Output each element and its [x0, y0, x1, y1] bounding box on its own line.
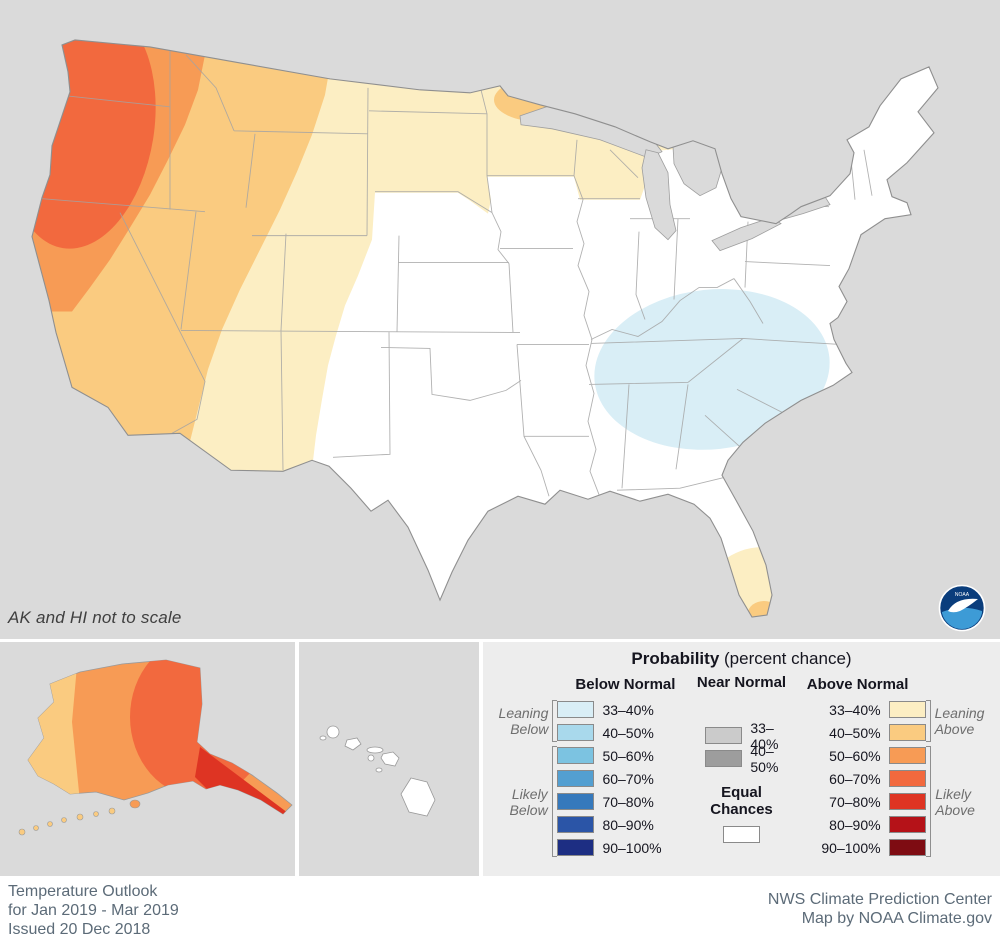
leaning-below-group: Leaning Below: [486, 698, 558, 744]
legend-swatch: [888, 701, 926, 718]
legend-swatch: [888, 816, 926, 833]
legend-row: 80–90%: [790, 813, 926, 836]
legend-swatch: [888, 770, 926, 787]
island-maui: [380, 751, 400, 767]
leaning-above-bracket: [925, 700, 931, 742]
legend-row: 40–50%: [693, 743, 789, 775]
footer-issued-line: Issued 20 Dec 2018: [8, 921, 151, 938]
island-molokai: [366, 746, 384, 754]
near-normal-rows: 33–40% 40–50%: [693, 720, 789, 775]
equal-chances-header: Equal Chances: [710, 784, 773, 818]
leaning-above-label: Leaning Above: [934, 705, 985, 737]
legend-row: 60–70%: [790, 767, 926, 790]
near-normal-header: Near Normal: [696, 674, 787, 691]
legend-row: 33–40%: [693, 720, 789, 752]
state-borders: [41, 49, 873, 498]
footer-title-block: Temperature Outlook for Jan 2019 - Mar 2…: [8, 882, 179, 939]
noaa-logo: NOAA: [938, 584, 986, 632]
legend-swatch: [557, 701, 595, 718]
legend-row: 50–60%: [557, 744, 693, 767]
below-normal-column: Below Normal 33–40% 40–50% 50–60% 60–70%…: [557, 674, 693, 859]
aleutian-islands: [18, 799, 141, 836]
equal-chances-swatch: [723, 826, 760, 843]
likely-above-label: Likely Above: [935, 785, 975, 818]
footer-period-line: for Jan 2019 - Mar 2019: [8, 902, 179, 919]
legend-swatch: [557, 770, 595, 787]
us-outline: [31, 39, 939, 618]
alaska-map: [0, 642, 295, 876]
likely-above-bracket: [925, 746, 932, 857]
legend-row: 50–60%: [790, 744, 926, 767]
scale-note: AK and HI not to scale: [8, 608, 182, 627]
likely-below-group: Likely Below: [486, 744, 558, 859]
legend-swatch: [705, 727, 743, 744]
footer-agency-line: NWS Climate Prediction Center: [767, 891, 992, 908]
legend-row: 70–80%: [557, 790, 693, 813]
noaa-water: [942, 607, 982, 629]
legend-title: Probability (percent chance): [483, 649, 1000, 669]
likely-below-label: Likely Below: [509, 785, 548, 818]
inset-row: Probability (percent chance) Leaning Bel…: [0, 642, 1000, 876]
legend-swatch: [557, 839, 595, 856]
legend-swatch: [888, 839, 926, 856]
island-kahoolawe: [375, 767, 383, 773]
below-normal-header: Below Normal: [575, 676, 676, 693]
island-hawaii: [400, 777, 436, 817]
legend-row: 33–40%: [790, 698, 926, 721]
footer-title-line: Temperature Outlook: [8, 883, 158, 900]
footer-source-line: Map by NOAA Climate.gov: [801, 910, 992, 927]
above-normal-column: Above Normal 33–40% 40–50% 50–60% 60–70%…: [790, 674, 926, 859]
lake-erie: [711, 217, 782, 252]
legend-row: 80–90%: [557, 813, 693, 836]
legend-row: 40–50%: [557, 721, 693, 744]
footer-credit-block: NWS Climate Prediction Center Map by NOA…: [768, 890, 992, 928]
island-lanai: [367, 754, 375, 762]
hawaii-map: [299, 642, 479, 876]
legend-swatch: [888, 793, 926, 810]
noaa-emblem: NOAA: [938, 584, 986, 632]
conus-map: [0, 0, 1000, 639]
near-normal-column: Near Normal 33–40% 40–50% Equal Chances: [693, 674, 789, 859]
legend-title-bold: Probability: [631, 649, 720, 668]
legend-columns: Leaning Below Likely Below Below Normal …: [483, 674, 1000, 859]
legend-swatch: [557, 724, 595, 741]
likely-above-group: Likely Above: [925, 744, 997, 859]
lake-michigan: [641, 149, 677, 241]
below-normal-region-33-40: [594, 289, 830, 450]
likely-below-bracket: [551, 746, 558, 857]
legend-left-groups: Leaning Below Likely Below: [486, 674, 558, 859]
noaa-bird-icon: [948, 598, 978, 613]
legend-row: 60–70%: [557, 767, 693, 790]
legend-row: 90–100%: [790, 836, 926, 859]
leaning-below-bracket: [552, 700, 558, 742]
hawaiian-islands: [319, 725, 436, 817]
legend-row: 90–100%: [557, 836, 693, 859]
island-niihau: [319, 735, 327, 741]
conus-map-area: [0, 0, 1000, 639]
legend-row: 70–80%: [790, 790, 926, 813]
legend-swatch: [557, 747, 595, 764]
alaska-inset: [0, 642, 295, 876]
legend-right-groups: Leaning Above Likely Above: [925, 674, 997, 859]
footer: Temperature Outlook for Jan 2019 - Mar 2…: [0, 878, 1000, 938]
probability-legend: Probability (percent chance) Leaning Bel…: [483, 642, 1000, 876]
leaning-above-group: Leaning Above: [925, 698, 997, 744]
legend-title-rest: (percent chance): [719, 649, 852, 668]
legend-swatch: [705, 750, 743, 767]
leaning-below-label: Leaning Below: [498, 705, 549, 737]
island-kauai: [326, 725, 340, 739]
legend-row: 40–50%: [790, 721, 926, 744]
noaa-logo-text: NOAA: [955, 592, 970, 598]
island-oahu: [344, 737, 362, 751]
legend-swatch: [888, 724, 926, 741]
legend-swatch: [557, 816, 595, 833]
legend-swatch: [888, 747, 926, 764]
above-normal-header: Above Normal: [806, 676, 909, 693]
hawaii-inset: [299, 642, 479, 876]
legend-row: 33–40%: [557, 698, 693, 721]
legend-swatch: [557, 793, 595, 810]
